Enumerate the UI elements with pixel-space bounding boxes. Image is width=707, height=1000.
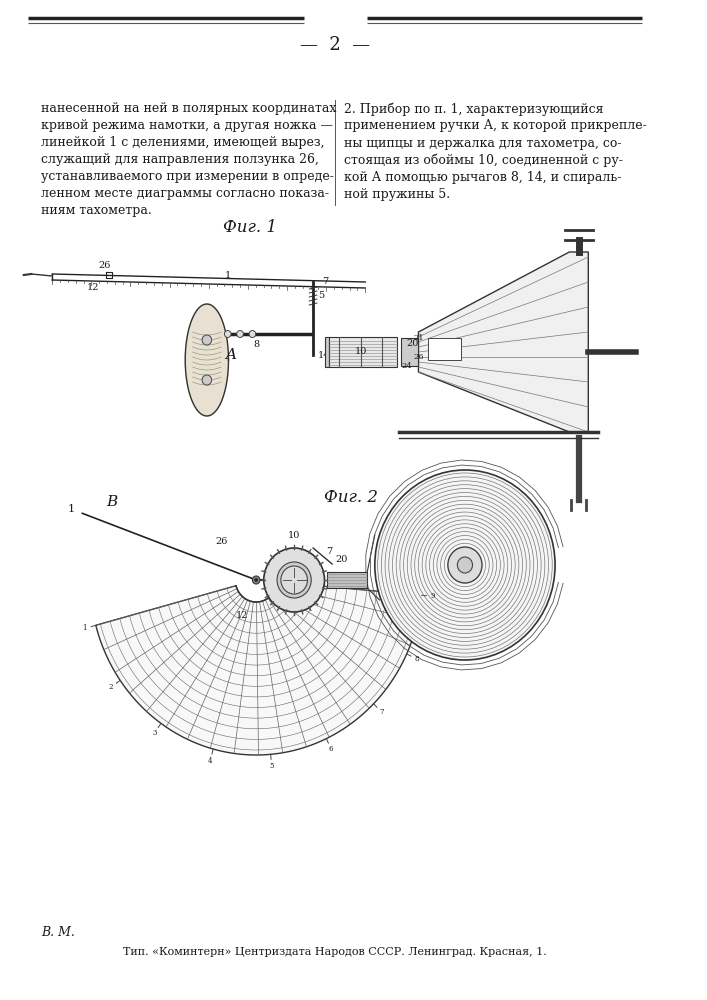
Circle shape	[277, 562, 311, 598]
Text: 1: 1	[225, 271, 231, 280]
Text: 10: 10	[354, 348, 367, 357]
Text: 1: 1	[68, 504, 75, 514]
Text: 2: 2	[109, 683, 113, 691]
Text: —  2  —: — 2 —	[300, 36, 370, 54]
Circle shape	[264, 548, 325, 612]
Polygon shape	[419, 252, 588, 432]
Text: нанесенной на ней в полярных координатах
кривой режима намотки, а другая ножка —: нанесенной на ней в полярных координатах…	[41, 102, 336, 217]
Circle shape	[202, 335, 211, 345]
Text: 26: 26	[215, 538, 227, 546]
Text: 9: 9	[431, 592, 436, 600]
Text: 20: 20	[335, 555, 348, 564]
Text: Тип. «Коминтерн» Центриздата Народов СССР. Ленинград. Красная, 1.: Тип. «Коминтерн» Центриздата Народов ССС…	[123, 947, 547, 957]
Polygon shape	[329, 337, 397, 367]
Polygon shape	[325, 337, 329, 367]
Text: 7: 7	[322, 277, 329, 286]
Text: 21: 21	[414, 334, 424, 342]
Bar	[402, 338, 419, 366]
Bar	[428, 338, 461, 360]
Text: 26: 26	[414, 353, 424, 361]
Text: Фиг. 1: Фиг. 1	[223, 220, 276, 236]
Circle shape	[375, 470, 555, 660]
Circle shape	[202, 375, 211, 385]
Text: 20: 20	[406, 340, 419, 349]
Text: 1: 1	[83, 624, 87, 632]
Polygon shape	[185, 304, 228, 416]
Text: 12: 12	[87, 283, 99, 292]
Polygon shape	[96, 582, 421, 755]
Circle shape	[255, 578, 257, 582]
Circle shape	[281, 566, 308, 594]
Text: 4: 4	[208, 757, 213, 765]
Text: B: B	[106, 495, 117, 509]
Text: 7: 7	[326, 548, 332, 556]
Text: Фиг. 2: Фиг. 2	[324, 488, 378, 506]
Text: 5: 5	[318, 290, 324, 300]
Text: 14: 14	[318, 351, 330, 360]
Circle shape	[249, 330, 256, 338]
Text: 5: 5	[269, 762, 274, 770]
Text: A: A	[225, 348, 236, 362]
Circle shape	[237, 330, 243, 338]
Text: 12: 12	[235, 610, 248, 619]
Text: В. М.: В. М.	[41, 926, 75, 938]
Circle shape	[224, 330, 231, 338]
Circle shape	[448, 547, 482, 583]
Text: 2. Прибор по п. 1, характеризующийся
применением ручки А, к которой прикрепле-
н: 2. Прибор по п. 1, характеризующийся при…	[344, 102, 647, 201]
Text: 3: 3	[152, 729, 157, 737]
Text: 7: 7	[380, 708, 384, 716]
Text: 26: 26	[98, 261, 110, 270]
Text: 24: 24	[402, 362, 412, 370]
Text: 8: 8	[415, 655, 419, 663]
Circle shape	[252, 576, 260, 584]
Circle shape	[457, 557, 472, 573]
Text: 10: 10	[288, 532, 300, 540]
Text: 6: 6	[329, 745, 334, 753]
Bar	[327, 572, 367, 588]
Text: 8: 8	[253, 340, 259, 349]
